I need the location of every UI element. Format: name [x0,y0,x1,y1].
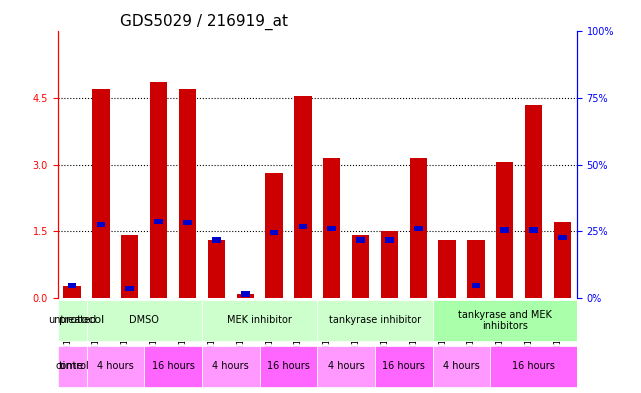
FancyBboxPatch shape [87,345,144,387]
Text: 16 hours: 16 hours [267,361,310,371]
FancyBboxPatch shape [202,345,260,387]
Text: tankyrase and MEK
inhibitors: tankyrase and MEK inhibitors [458,310,552,331]
FancyBboxPatch shape [87,300,202,341]
Bar [529,228,538,233]
Bar [496,162,513,298]
Bar [414,226,422,231]
Bar [294,96,312,298]
Text: 4 hours: 4 hours [328,361,365,371]
Bar [554,222,571,298]
Text: 4 hours: 4 hours [212,361,249,371]
Bar [501,228,509,233]
Text: GDS5029 / 216919_at: GDS5029 / 216919_at [120,14,288,30]
Bar [265,173,283,298]
Bar [352,235,369,298]
Bar [438,240,456,298]
Text: 16 hours: 16 hours [512,361,555,371]
Text: 16 hours: 16 hours [383,361,425,371]
Bar [381,231,398,298]
Bar [410,158,427,298]
Bar [150,83,167,298]
FancyBboxPatch shape [433,345,490,387]
Text: 4 hours: 4 hours [443,361,480,371]
Text: untreated: untreated [48,316,96,325]
Bar [385,237,394,242]
Bar [525,105,542,298]
Bar [237,294,254,298]
Text: time: time [58,361,84,371]
Bar [212,237,221,242]
FancyBboxPatch shape [433,300,577,341]
Text: 4 hours: 4 hours [97,361,134,371]
FancyBboxPatch shape [375,345,433,387]
Bar [154,219,163,224]
Bar [328,226,336,231]
Text: protocol: protocol [58,316,104,325]
Bar [241,291,249,297]
Bar [121,235,138,298]
Text: tankyrase inhibitor: tankyrase inhibitor [329,316,421,325]
Text: MEK inhibitor: MEK inhibitor [227,316,292,325]
Bar [68,283,76,288]
Bar [179,89,196,298]
Bar [467,240,485,298]
FancyBboxPatch shape [144,345,202,387]
FancyBboxPatch shape [317,300,433,341]
FancyBboxPatch shape [58,300,87,341]
Bar [208,240,225,298]
Bar [63,286,81,298]
FancyBboxPatch shape [317,345,375,387]
Text: control: control [55,361,89,371]
Bar [92,89,110,298]
Text: DMSO: DMSO [129,316,159,325]
Bar [126,286,134,291]
Bar [472,283,480,288]
FancyBboxPatch shape [490,345,577,387]
FancyBboxPatch shape [58,345,87,387]
Bar [270,230,278,235]
Bar [97,222,105,227]
Bar [356,237,365,242]
FancyBboxPatch shape [202,300,317,341]
Bar [183,220,192,225]
Text: 16 hours: 16 hours [152,361,194,371]
Bar [323,158,340,298]
Bar [299,224,307,229]
Bar [558,235,567,241]
FancyBboxPatch shape [260,345,317,387]
